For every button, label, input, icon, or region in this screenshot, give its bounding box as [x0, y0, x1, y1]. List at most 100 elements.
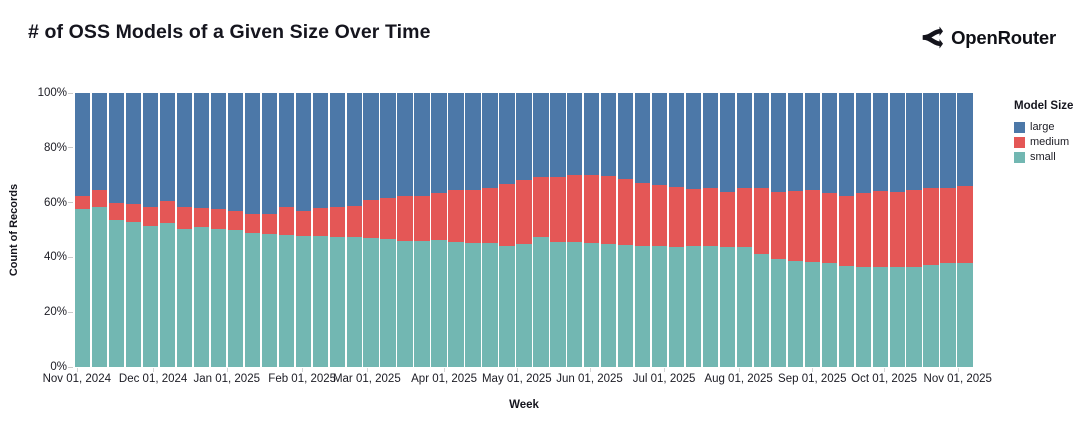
bar-segment-medium — [142, 206, 159, 226]
stacked-bar-week-13 — [278, 93, 294, 367]
bar-segment-medium — [618, 179, 634, 246]
x-tick-label: May 01, 2025 — [481, 373, 552, 385]
bar-segment-medium — [855, 193, 871, 267]
bar-segment-large — [906, 93, 922, 190]
bar-segment-small — [618, 245, 634, 367]
bar-segment-medium — [108, 202, 125, 221]
legend-label: large — [1030, 121, 1055, 133]
stacked-bar-week-53 — [957, 93, 973, 367]
stacked-bar-week-10 — [227, 93, 244, 367]
bar-segment-large — [380, 93, 396, 198]
bar-segment-large — [193, 93, 210, 209]
bar-segment-small — [295, 236, 311, 367]
stacked-bar-week-42 — [770, 93, 787, 367]
bar-segment-medium — [533, 177, 549, 238]
bar-segment-small — [923, 265, 939, 367]
bar-segment-large — [685, 93, 702, 189]
bar-segment-large — [516, 93, 532, 181]
x-tick-label: Jul 01, 2025 — [632, 373, 696, 385]
legend-label: medium — [1030, 136, 1070, 148]
legend-item-small[interactable]: small — [1014, 150, 1078, 165]
bar-segment-large — [75, 93, 91, 196]
stacked-bar-week-28 — [533, 93, 549, 367]
legend-swatch-large — [1014, 122, 1025, 133]
bar-segment-medium — [889, 191, 905, 267]
stacked-bar-week-49 — [889, 93, 905, 367]
stacked-bar-week-19 — [380, 93, 396, 367]
stacked-bar-week-43 — [787, 93, 804, 367]
bar-segment-medium — [244, 213, 261, 233]
stacked-bar-week-27 — [516, 93, 532, 367]
bar-segment-medium — [176, 206, 193, 229]
bar-segment-small — [329, 237, 345, 367]
bar-segment-large — [261, 93, 278, 214]
legend-item-large[interactable]: large — [1014, 120, 1078, 135]
chart-title: # of OSS Models of a Given Size Over Tim… — [28, 21, 431, 43]
x-tick-label: Nov 01, 2025 — [923, 373, 992, 385]
bar-segment-medium — [702, 188, 719, 246]
bar-segment-medium — [210, 209, 227, 229]
stacked-bar-week-44 — [804, 93, 821, 367]
y-tick-label: 0% — [50, 361, 67, 373]
bar-segment-medium — [363, 199, 379, 239]
bar-segment-small — [380, 239, 396, 367]
plot-area — [68, 92, 973, 372]
bar-segment-small — [431, 239, 447, 367]
bar-segment-large — [804, 93, 821, 190]
stacked-bar-week-9 — [210, 93, 227, 367]
stacked-bar-week-36 — [668, 93, 685, 367]
bar-segment-large — [431, 93, 447, 193]
bar-segment-small — [957, 262, 973, 367]
x-tick-label: Aug 01, 2025 — [704, 373, 773, 385]
bar-segment-small — [499, 245, 515, 367]
bar-segment-medium — [668, 186, 685, 247]
bar-segment-small — [193, 227, 210, 367]
stacked-bar-week-47 — [855, 93, 871, 367]
x-tick-label: Nov 01, 2024 — [42, 373, 111, 385]
bar-segment-small — [397, 240, 413, 367]
bar-segment-medium — [278, 206, 294, 236]
bar-segment-medium — [91, 190, 108, 207]
stacked-bar-week-12 — [261, 93, 278, 367]
bar-segment-medium — [261, 213, 278, 235]
bar-segment-large — [584, 93, 600, 175]
bar-segment-small — [91, 206, 108, 367]
legend: Model Size large medium small — [1014, 100, 1078, 165]
bar-segment-large — [634, 93, 651, 183]
x-tick-mark — [444, 368, 446, 372]
x-axis: Nov 01, 2024 Dec 01, 2024 Jan 01, 2025 Feb … — [43, 373, 992, 388]
bar-segment-large — [142, 93, 159, 207]
bar-segment-small — [210, 228, 227, 367]
stacked-bar-week-48 — [872, 93, 888, 367]
stacked-bar-week-8 — [193, 93, 210, 367]
bar-segment-large — [821, 93, 837, 193]
x-tick-label: Dec 01, 2024 — [118, 373, 188, 385]
bar-segment-large — [414, 93, 430, 197]
legend-item-medium[interactable]: medium — [1014, 135, 1078, 150]
bar-segment-large — [855, 93, 871, 193]
bar-segment-small — [278, 235, 294, 367]
y-tick-label: 20% — [43, 306, 67, 319]
bar-segment-large — [651, 93, 668, 186]
bar-segment-medium — [821, 193, 837, 263]
y-tick-mark — [68, 202, 73, 204]
x-tick-mark — [76, 368, 78, 372]
bar-segment-small — [75, 209, 91, 367]
bar-segment-medium — [753, 187, 770, 255]
y-tick-label: 100% — [37, 87, 67, 99]
x-tick-label: Oct 01, 2025 — [851, 373, 918, 385]
bar-segment-large — [838, 93, 854, 197]
bar-segment-small — [261, 234, 278, 367]
bar-segment-medium — [431, 193, 447, 240]
bar-segment-medium — [448, 189, 464, 243]
bar-segment-small — [227, 229, 244, 367]
bar-segment-medium — [346, 205, 362, 238]
bar-segment-medium — [923, 188, 939, 266]
stacked-bar-week-5 — [142, 93, 159, 367]
bar-segment-small — [719, 246, 736, 367]
bar-segment-small — [482, 242, 498, 367]
bar-segment-large — [550, 93, 566, 178]
stacked-bar-week-52 — [940, 93, 956, 367]
y-tick-mark — [68, 256, 73, 258]
